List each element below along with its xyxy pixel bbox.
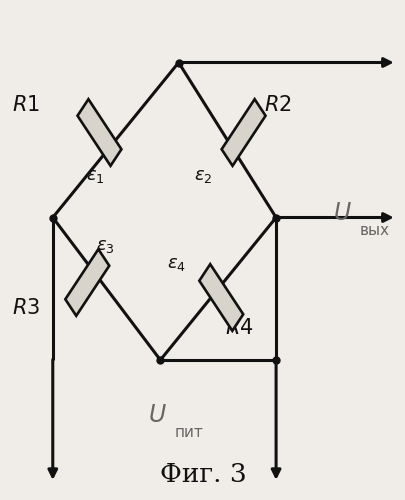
Text: вых: вых [358,222,388,238]
Text: $\varepsilon_4$: $\varepsilon_4$ [167,255,185,273]
Text: $R3$: $R3$ [12,298,40,318]
Text: $\varepsilon_1$: $\varepsilon_1$ [86,167,104,185]
Polygon shape [77,99,121,166]
Text: $R4$: $R4$ [225,318,253,338]
Polygon shape [199,264,243,331]
Text: Фиг. 3: Фиг. 3 [159,462,246,487]
Polygon shape [65,249,109,316]
Polygon shape [221,99,265,166]
Text: $U$: $U$ [148,403,166,427]
Text: $\varepsilon_2$: $\varepsilon_2$ [193,167,212,185]
Text: пит: пит [174,425,203,440]
Text: $R1$: $R1$ [13,95,40,115]
Text: $R2$: $R2$ [264,95,291,115]
Text: $\varepsilon_3$: $\varepsilon_3$ [96,237,115,255]
Text: $U$: $U$ [332,200,351,224]
